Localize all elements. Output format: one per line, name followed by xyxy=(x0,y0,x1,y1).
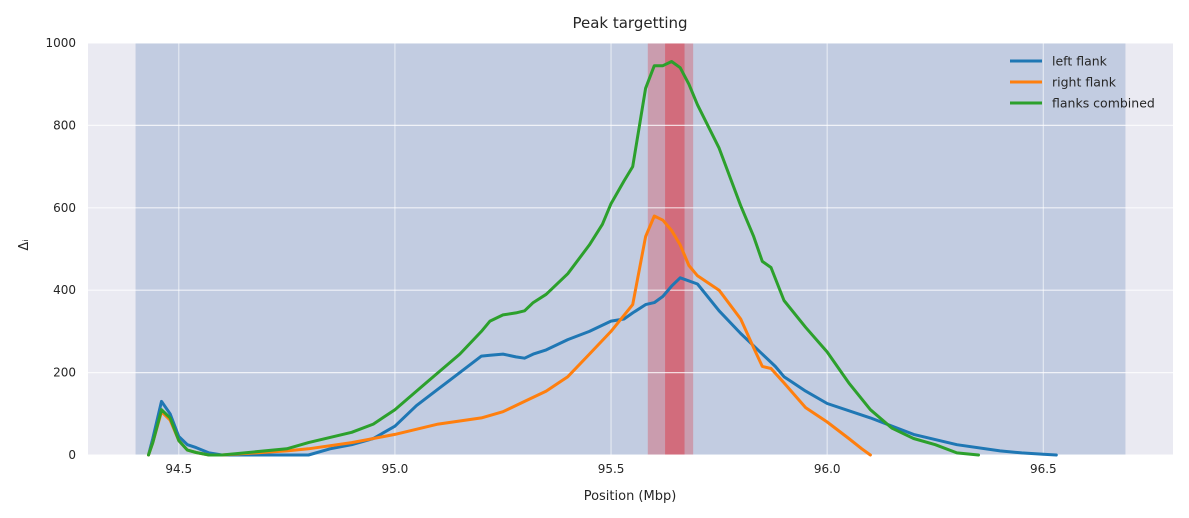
x-tick-label: 96.5 xyxy=(1030,462,1057,476)
y-tick-label: 1000 xyxy=(45,36,76,50)
y-tick-label: 0 xyxy=(68,448,76,462)
shaded-region-1 xyxy=(647,43,694,455)
series-line-flanks-combined xyxy=(147,60,980,457)
y-tick-labels: 0 200 400 600 800 1000 xyxy=(45,36,76,462)
y-tick-label: 200 xyxy=(53,366,76,380)
chart-title: Peak targetting xyxy=(572,14,687,32)
legend-label: right flank xyxy=(1052,75,1117,90)
y-axis-label: Δᵢ xyxy=(17,239,32,250)
x-tick-labels: 94.5 95.0 95.5 96.0 96.5 xyxy=(165,462,1056,476)
x-tick-label: 95.0 xyxy=(382,462,409,476)
legend-label: flanks combined xyxy=(1052,96,1155,111)
legend-label: left flank xyxy=(1052,54,1108,69)
y-tick-label: 400 xyxy=(53,283,76,297)
x-tick-label: 96.0 xyxy=(814,462,841,476)
y-tick-label: 800 xyxy=(53,118,76,132)
shaded-region-0 xyxy=(135,43,1126,455)
shaded-regions xyxy=(135,43,1126,455)
plot-background xyxy=(88,43,1173,455)
shaded-region-2 xyxy=(665,43,685,455)
x-tick-label: 94.5 xyxy=(165,462,192,476)
y-tick-label: 600 xyxy=(53,201,76,215)
x-axis-label: Position (Mbp) xyxy=(584,489,677,504)
legend: left flank right flank flanks combined xyxy=(1010,54,1155,111)
x-tick-label: 95.5 xyxy=(598,462,625,476)
series-lines xyxy=(147,60,1058,457)
